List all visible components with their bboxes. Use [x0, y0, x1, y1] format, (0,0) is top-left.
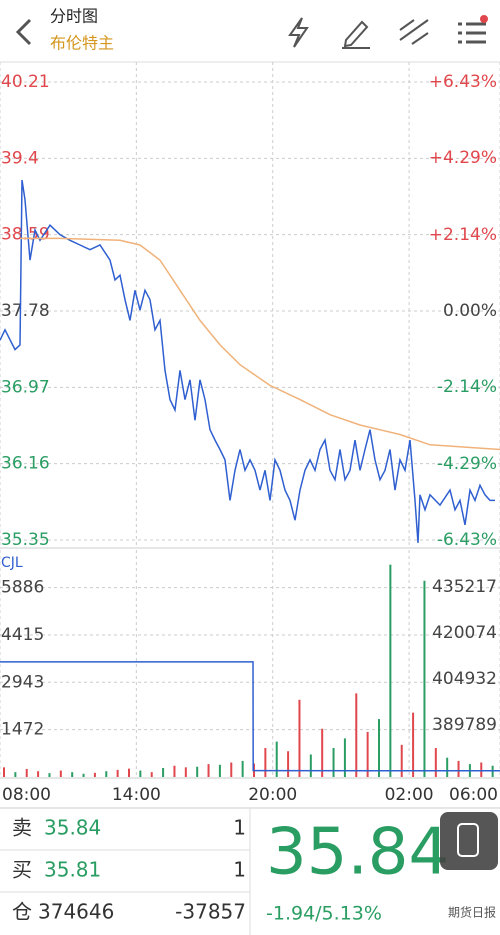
price-line	[20, 237, 500, 451]
volume-bar	[355, 693, 358, 777]
volume-bar	[366, 731, 369, 777]
volume-bar	[423, 580, 426, 777]
volume-bar	[230, 762, 233, 777]
oi-line	[0, 661, 500, 772]
price-change: -1.94/5.13%	[266, 903, 382, 925]
volume-bar	[105, 771, 108, 777]
volume-bar	[3, 767, 5, 777]
x-tick-label: 08:00	[2, 785, 51, 805]
x-tick-label: 06:00	[449, 785, 498, 805]
volume-tick-label: 4415	[1, 625, 44, 645]
float-button[interactable]	[440, 812, 498, 870]
watermark: 期货日报	[448, 905, 496, 920]
volume-bar	[457, 760, 460, 777]
oi-tick-label: 389789	[432, 715, 497, 735]
back-button[interactable]	[15, 18, 32, 46]
volume-bar	[150, 772, 153, 777]
oi-tick-label: 435217	[432, 577, 497, 597]
menu-icon[interactable]	[458, 22, 486, 44]
volume-bar	[343, 738, 346, 777]
x-tick-label: 20:00	[248, 785, 297, 805]
price-line	[0, 179, 495, 543]
volume-bar	[162, 767, 165, 777]
volume-bar	[309, 754, 312, 777]
buy-label: 买	[12, 858, 32, 882]
volume-tick-label: 1472	[1, 720, 44, 740]
volume-label: CJL	[1, 555, 23, 571]
volume-bar	[412, 712, 415, 777]
sell-label: 卖	[12, 816, 32, 840]
volume-bar	[59, 770, 62, 777]
sell-price: 35.84	[44, 816, 101, 840]
volume-bar	[287, 751, 290, 777]
volume-bar	[71, 772, 74, 777]
volume-bar	[332, 748, 335, 777]
header-title: 分时图	[50, 7, 98, 26]
volume-bar	[218, 764, 221, 777]
volume-bar	[321, 728, 324, 777]
volume-bar	[446, 757, 449, 777]
volume-bar	[207, 764, 210, 777]
x-tick-label: 14:00	[112, 785, 161, 805]
volume-bar	[241, 760, 244, 777]
y2-tick-label: -6.43%	[437, 530, 497, 550]
volume-bar	[82, 773, 85, 777]
volume-tick-label: 5886	[1, 578, 44, 598]
sell-qty: 1	[233, 816, 246, 840]
volume-bar	[275, 741, 278, 777]
volume-tick-label: 2943	[1, 672, 44, 692]
notice-dot	[480, 15, 488, 23]
plot: 08:00 14:00 20:00 02:00 06:00 40.21 39.4 38.59 3…	[0, 62, 500, 805]
volume-bar	[93, 772, 96, 777]
volume-bar	[48, 773, 51, 777]
oi-value: 374646	[38, 900, 114, 924]
indicator-icon[interactable]	[399, 19, 429, 45]
draw-icon[interactable]	[342, 20, 370, 49]
oi-label: 仓	[12, 900, 32, 924]
oi-tick-label: 404932	[432, 669, 497, 689]
y2-tick-label: 0.00%	[443, 301, 497, 321]
y-tick-label: 40.21	[1, 72, 50, 92]
volume-bar	[378, 719, 380, 777]
y2-tick-label: -4.29%	[437, 454, 497, 474]
buy-qty: 1	[233, 858, 246, 882]
oi-change: -37857	[175, 900, 246, 924]
y2-tick-label: +6.43%	[429, 72, 497, 92]
x-tick-label: 02:00	[385, 785, 434, 805]
volume-bar	[128, 768, 130, 777]
volume-bar	[264, 748, 267, 777]
volume-bar	[400, 744, 403, 777]
y-tick-label: 37.78	[1, 301, 50, 321]
last-price: 35.84	[266, 816, 449, 890]
volume-bar	[25, 768, 28, 777]
volume-bar	[173, 765, 176, 777]
y2-tick-label: +4.29%	[429, 148, 497, 168]
volume-bar	[184, 767, 187, 777]
phone-icon	[457, 823, 479, 857]
volume-bar	[389, 564, 392, 777]
volume-bar	[37, 771, 40, 777]
header-subtitle: 布伦特主	[50, 34, 114, 53]
y2-tick-label: -2.14%	[437, 377, 497, 397]
volume-bar	[480, 762, 483, 777]
oi-tick-label: 420074	[432, 623, 497, 643]
volume-bar	[14, 772, 17, 777]
volume-bar	[196, 766, 199, 777]
volume-bar	[116, 769, 119, 777]
volume-bar	[298, 699, 301, 777]
y2-tick-label: +2.14%	[429, 225, 497, 245]
y-tick-label: 35.35	[1, 530, 50, 550]
buy-price: 35.81	[44, 858, 101, 882]
volume-bar	[434, 748, 437, 777]
flash-icon[interactable]	[288, 17, 309, 48]
y-tick-label: 39.4	[1, 148, 39, 168]
volume-bar	[139, 770, 142, 777]
header-bar	[0, 0, 500, 62]
y-tick-label: 36.16	[1, 454, 50, 474]
y-tick-label: 38.59	[1, 225, 50, 245]
y-tick-label: 36.97	[1, 377, 50, 397]
